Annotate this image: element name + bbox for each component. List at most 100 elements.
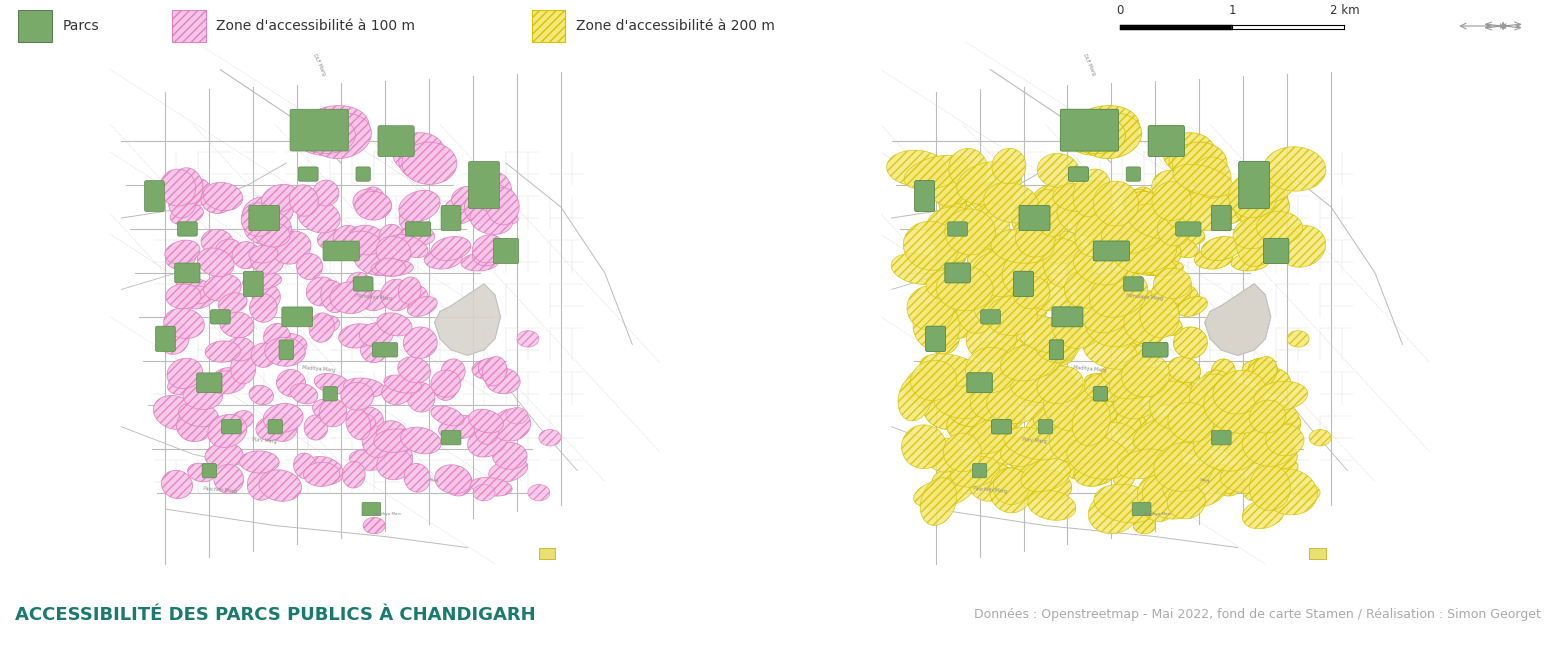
Ellipse shape: [1137, 474, 1178, 521]
Ellipse shape: [1083, 180, 1109, 206]
Ellipse shape: [1109, 367, 1165, 399]
Ellipse shape: [165, 245, 196, 269]
Ellipse shape: [1116, 408, 1141, 440]
Ellipse shape: [168, 185, 196, 218]
Ellipse shape: [904, 221, 958, 270]
Ellipse shape: [1043, 239, 1085, 287]
Ellipse shape: [243, 272, 282, 290]
Ellipse shape: [251, 248, 283, 274]
FancyBboxPatch shape: [1038, 420, 1052, 434]
Ellipse shape: [937, 284, 971, 309]
Ellipse shape: [373, 429, 417, 452]
Ellipse shape: [1169, 144, 1217, 181]
Ellipse shape: [363, 517, 386, 534]
Ellipse shape: [1019, 346, 1060, 376]
Ellipse shape: [1245, 412, 1270, 445]
Ellipse shape: [425, 248, 462, 269]
FancyBboxPatch shape: [944, 263, 971, 283]
Ellipse shape: [1253, 357, 1277, 386]
Ellipse shape: [1130, 291, 1159, 311]
FancyBboxPatch shape: [1019, 205, 1050, 231]
Ellipse shape: [1074, 415, 1099, 440]
Ellipse shape: [303, 462, 339, 486]
Ellipse shape: [353, 189, 383, 215]
Ellipse shape: [1220, 463, 1284, 494]
Ellipse shape: [1114, 378, 1155, 397]
Ellipse shape: [166, 358, 202, 389]
Ellipse shape: [1172, 142, 1228, 185]
Ellipse shape: [1067, 436, 1131, 479]
Ellipse shape: [952, 281, 988, 309]
Ellipse shape: [1029, 470, 1072, 501]
Ellipse shape: [1151, 182, 1192, 220]
Ellipse shape: [389, 445, 412, 474]
Ellipse shape: [381, 280, 412, 311]
Ellipse shape: [929, 322, 960, 354]
Ellipse shape: [1022, 284, 1050, 311]
Ellipse shape: [1169, 357, 1201, 383]
Ellipse shape: [166, 284, 201, 309]
Ellipse shape: [1151, 280, 1183, 311]
Ellipse shape: [384, 375, 422, 393]
Ellipse shape: [957, 179, 982, 205]
Ellipse shape: [1169, 190, 1211, 222]
Ellipse shape: [1170, 201, 1193, 231]
FancyBboxPatch shape: [980, 310, 1001, 324]
Ellipse shape: [485, 188, 520, 225]
Ellipse shape: [1145, 258, 1176, 276]
FancyBboxPatch shape: [1013, 271, 1033, 296]
Ellipse shape: [968, 248, 1004, 277]
Ellipse shape: [173, 168, 202, 204]
Ellipse shape: [1063, 114, 1125, 153]
Ellipse shape: [198, 248, 233, 277]
Ellipse shape: [401, 225, 434, 245]
Ellipse shape: [162, 471, 193, 499]
Ellipse shape: [974, 287, 1027, 328]
Ellipse shape: [1019, 245, 1049, 263]
Ellipse shape: [991, 229, 1053, 263]
Ellipse shape: [949, 148, 988, 188]
Ellipse shape: [297, 254, 322, 280]
FancyBboxPatch shape: [174, 263, 201, 283]
Ellipse shape: [938, 185, 966, 218]
Ellipse shape: [1242, 499, 1285, 529]
Ellipse shape: [1147, 236, 1181, 267]
Ellipse shape: [377, 448, 412, 480]
Ellipse shape: [1309, 430, 1330, 446]
Ellipse shape: [971, 186, 1004, 213]
FancyBboxPatch shape: [926, 326, 946, 352]
Ellipse shape: [932, 471, 963, 499]
Ellipse shape: [1142, 472, 1198, 519]
Text: Purv Marg: Purv Marg: [252, 437, 277, 444]
Ellipse shape: [1117, 413, 1145, 432]
FancyBboxPatch shape: [243, 271, 263, 296]
Ellipse shape: [405, 463, 429, 492]
Ellipse shape: [243, 197, 282, 229]
FancyBboxPatch shape: [991, 420, 1011, 434]
Text: ACCESSIBILITÉ DES PARCS PUBLICS À CHANDIGARH: ACCESSIBILITÉ DES PARCS PUBLICS À CHANDI…: [16, 606, 537, 624]
Ellipse shape: [1193, 426, 1256, 471]
Ellipse shape: [1221, 419, 1277, 462]
Ellipse shape: [1128, 204, 1189, 239]
Ellipse shape: [207, 415, 247, 447]
FancyBboxPatch shape: [1212, 205, 1231, 231]
Text: 0: 0: [1117, 4, 1123, 17]
Ellipse shape: [991, 148, 1025, 184]
Ellipse shape: [177, 409, 204, 441]
Ellipse shape: [293, 114, 355, 153]
Ellipse shape: [467, 426, 507, 457]
Ellipse shape: [1021, 458, 1071, 492]
Ellipse shape: [910, 360, 957, 400]
Ellipse shape: [297, 200, 341, 233]
Ellipse shape: [1232, 216, 1277, 249]
Ellipse shape: [907, 286, 954, 331]
Ellipse shape: [971, 387, 1018, 421]
Ellipse shape: [1123, 304, 1169, 344]
Ellipse shape: [230, 411, 254, 429]
Ellipse shape: [475, 412, 499, 445]
Ellipse shape: [1088, 492, 1137, 534]
FancyBboxPatch shape: [324, 387, 338, 401]
Ellipse shape: [1047, 370, 1075, 396]
Ellipse shape: [473, 243, 501, 266]
Bar: [1309, 547, 1326, 558]
